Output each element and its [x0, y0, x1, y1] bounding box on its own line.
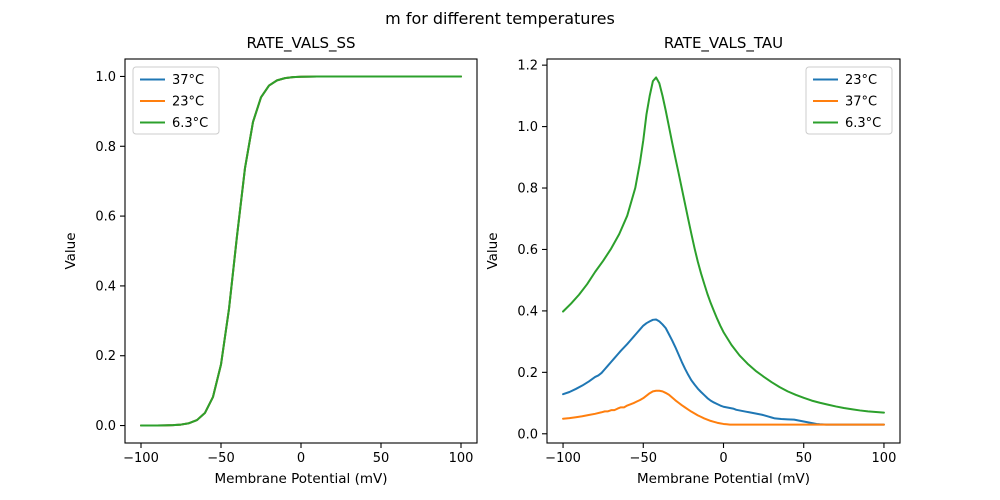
x-tick-label: 50	[795, 451, 812, 466]
legend-label: 23°C	[845, 73, 877, 88]
x-tick-label: −100	[123, 451, 159, 466]
y-tick-label: 0.8	[95, 140, 116, 155]
y-tick-label: 1.2	[517, 59, 538, 74]
series-line-6.3°C	[562, 76, 885, 414]
series-line-6.3°C	[140, 75, 462, 427]
y-tick-label: 1.0	[517, 120, 538, 135]
x-tick-label: −50	[207, 451, 234, 466]
plot-frame	[124, 58, 478, 444]
series-line-23°C	[562, 318, 885, 426]
x-tick-label: 50	[373, 451, 390, 466]
legend-label: 23°C	[172, 95, 204, 110]
legend-box	[805, 66, 893, 135]
x-tick-label: −100	[545, 451, 581, 466]
y-tick-label: 0.0	[95, 419, 116, 434]
x-tick-label: −50	[630, 451, 657, 466]
x-tick-label: 0	[297, 451, 305, 466]
x-tick-label: 100	[872, 451, 897, 466]
legend-box	[132, 66, 220, 135]
y-tick-label: 0.6	[517, 243, 538, 258]
legend-label: 37°C	[172, 73, 204, 88]
legend: 23°C 37°C 6.3°C	[805, 66, 893, 135]
legend-label: 37°C	[845, 95, 877, 110]
subplot-ss: −100 −50 0 50 100 0.0 0.2 0.4 0.6 0.8 1.0 RATE_VALS…	[63, 34, 478, 487]
y-tick-label: 0.4	[517, 304, 538, 319]
series-line-37°C	[562, 389, 885, 426]
subplot-title: RATE_VALS_TAU	[664, 34, 783, 53]
x-axis-label: Membrane Potential (mV)	[214, 471, 387, 487]
y-tick-label: 0.4	[95, 279, 116, 294]
subplot-tau: −100 −50 0 50 100 0.0 0.2 0.4 0.6 0.8 1.0 1.2 RATE_V…	[485, 34, 901, 487]
y-tick-label: 1.0	[95, 70, 116, 85]
legend: 37°C 23°C 6.3°C	[132, 66, 220, 135]
y-tick-label: 0.2	[95, 349, 116, 364]
subplot-title: RATE_VALS_SS	[246, 34, 355, 53]
y-tick-label: 0.6	[95, 210, 116, 225]
plot-frame	[546, 58, 901, 444]
x-tick-label: 100	[449, 451, 474, 466]
legend-label: 6.3°C	[845, 116, 881, 131]
y-tick-label: 0.8	[517, 182, 538, 197]
x-tick-label: 0	[719, 451, 727, 466]
x-axis-label: Membrane Potential (mV)	[637, 471, 810, 487]
y-tick-label: 0.0	[517, 427, 538, 442]
figure-title: m for different temperatures	[385, 9, 615, 28]
y-axis-label: Value	[63, 232, 79, 269]
legend-label: 6.3°C	[172, 116, 208, 131]
y-tick-label: 0.2	[517, 366, 538, 381]
y-axis-label: Value	[485, 232, 501, 269]
